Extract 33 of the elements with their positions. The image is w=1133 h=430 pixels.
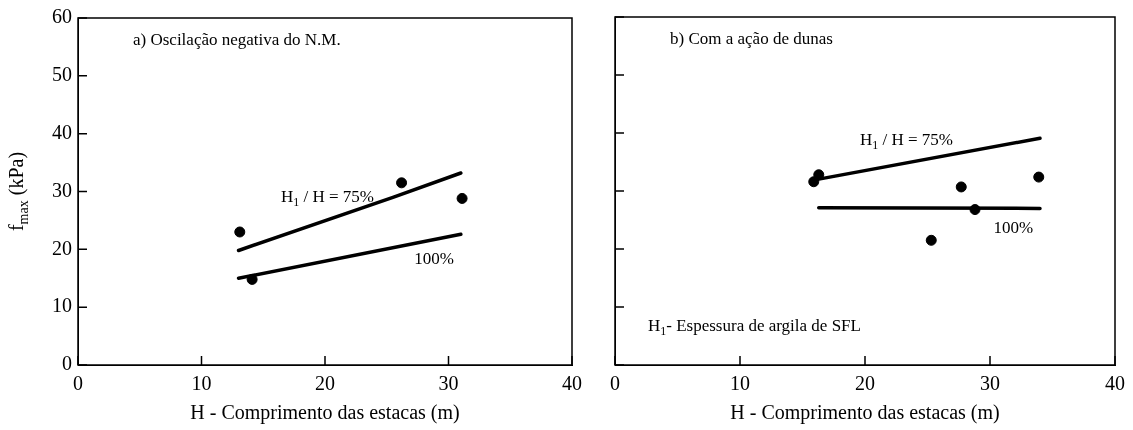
y-tick-label: 60 <box>52 5 72 28</box>
y-tick-label: 0 <box>62 352 72 375</box>
series-label: 100% <box>993 217 1034 237</box>
y-tick-label: 10 <box>52 294 72 317</box>
series-label: 100% <box>414 249 455 269</box>
y-tick-label: 30 <box>52 178 72 201</box>
x-tick-label: 20 <box>855 372 875 395</box>
text: a) Oscilação negativa do N.M. <box>133 30 341 50</box>
point <box>969 204 981 216</box>
x-tick-label: 0 <box>610 372 620 395</box>
point <box>925 234 937 246</box>
point <box>234 226 246 238</box>
x-axis-title: H - Comprimento das estacas (m) <box>730 401 1000 425</box>
x-axis-title: H - Comprimento das estacas (m) <box>190 401 460 425</box>
y-tick-label: 40 <box>52 120 72 143</box>
y-tick-label: 20 <box>52 236 72 259</box>
x-tick-label: 10 <box>730 372 750 395</box>
y-tick-label: 50 <box>52 63 72 86</box>
y-axis-title: fmax (kPa) <box>5 151 31 232</box>
x-tick-label: 20 <box>315 372 335 395</box>
text: b) Com a ação de dunas <box>670 29 833 49</box>
point <box>955 181 967 193</box>
x-tick-label: 40 <box>1105 372 1125 395</box>
point <box>813 169 825 181</box>
x-tick-label: 30 <box>438 372 459 395</box>
point <box>456 192 468 204</box>
point <box>1033 171 1045 183</box>
point <box>246 273 258 285</box>
point <box>808 176 820 188</box>
x-tick-label: 40 <box>562 372 582 395</box>
point <box>396 177 408 189</box>
x-tick-label: 30 <box>980 372 1000 395</box>
x-tick-label: 10 <box>191 372 212 395</box>
